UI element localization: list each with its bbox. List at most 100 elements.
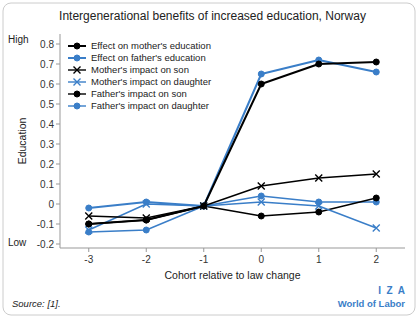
- annotation: Source: [1].: [12, 298, 61, 309]
- y-tick-label: 0.8: [40, 39, 54, 50]
- x-tick-label: -3: [84, 254, 93, 265]
- y-tick: [56, 124, 60, 125]
- y-axis-line: [60, 34, 61, 248]
- x-tick: [203, 248, 204, 252]
- x-tick-label: -2: [142, 254, 151, 265]
- point: [85, 213, 92, 220]
- point: [258, 213, 264, 219]
- annotation: Low: [8, 237, 27, 248]
- point: [315, 203, 322, 210]
- x-tick: [318, 248, 319, 252]
- point: [143, 199, 149, 205]
- annotation: I Z A: [378, 285, 405, 296]
- y-tick-label: 0: [48, 199, 54, 210]
- y-tick: [56, 44, 60, 45]
- legend-label: Father's impact on daughter: [91, 100, 209, 111]
- y-tick-label: 0.3: [40, 139, 54, 150]
- series: [86, 57, 380, 211]
- x-tick: [376, 248, 377, 252]
- point: [315, 175, 322, 182]
- legend: Effect on mother's educationEffect on fa…: [68, 40, 211, 111]
- legend-marker: [74, 91, 80, 97]
- point: [143, 217, 149, 223]
- point: [200, 203, 207, 210]
- x-tick-label: 2: [373, 254, 379, 265]
- series: [86, 193, 380, 235]
- annotation: World of Labor: [338, 298, 406, 309]
- x-tick-label: 0: [258, 254, 264, 265]
- y-axis-label: Education: [16, 117, 28, 164]
- x-axis-label: Cohort relative to law change: [165, 269, 301, 281]
- y-tick-label: 0.2: [40, 159, 54, 170]
- y-tick-label: 0.6: [40, 79, 54, 90]
- series-line: [89, 62, 377, 224]
- y-tick-label: 0.4: [40, 119, 54, 130]
- y-tick-label: 0.7: [40, 59, 54, 70]
- legend-label: Father's impact on son: [91, 88, 187, 99]
- point: [373, 69, 379, 75]
- axes: -0.2 -0.1 0 0.1 0.2 0.3 0.4 0.5 0.6 0.7 0.8 -3 -2 -1 0…: [37, 34, 405, 265]
- point: [373, 225, 380, 232]
- title: Intergenerational benefits of increased …: [59, 9, 366, 23]
- point: [258, 183, 265, 190]
- series-line: [89, 202, 377, 230]
- point: [373, 171, 380, 178]
- y-tick: [56, 144, 60, 145]
- series-line: [89, 196, 377, 232]
- y-tick: [56, 204, 60, 205]
- x-tick-label: -1: [199, 254, 208, 265]
- x-axis-line: [60, 248, 405, 249]
- point: [200, 203, 207, 210]
- y-tick-label: -0.2: [37, 239, 55, 250]
- legend-marker: [74, 103, 80, 109]
- chart: Intergenerational benefits of increased …: [0, 0, 418, 318]
- x-tick: [88, 248, 89, 252]
- x-tick: [261, 248, 262, 252]
- legend-marker: [74, 79, 81, 86]
- point: [258, 193, 264, 199]
- series: [85, 171, 380, 222]
- series: [86, 59, 380, 227]
- point: [143, 227, 149, 233]
- y-tick: [56, 184, 60, 185]
- y-tick: [56, 104, 60, 105]
- point: [201, 203, 207, 209]
- point: [86, 221, 92, 227]
- legend-label: Effect on father's education: [91, 52, 206, 63]
- y-tick-label: 0.1: [40, 179, 54, 190]
- x-tick: [146, 248, 147, 252]
- point: [85, 227, 92, 234]
- annotation: High: [8, 34, 29, 45]
- y-tick: [56, 244, 60, 245]
- y-tick: [56, 164, 60, 165]
- legend-label: Effect on mother's education: [91, 40, 211, 51]
- legend-marker: [74, 55, 80, 61]
- point: [86, 205, 92, 211]
- y-tick: [56, 224, 60, 225]
- series-line: [89, 174, 377, 218]
- point: [86, 221, 92, 227]
- y-tick: [56, 64, 60, 65]
- point: [373, 59, 379, 65]
- point: [201, 203, 207, 209]
- point: [316, 209, 322, 215]
- point: [258, 81, 264, 87]
- point: [201, 203, 207, 209]
- x-tick-label: 1: [316, 254, 322, 265]
- point: [373, 195, 379, 201]
- y-tick-label: -0.1: [37, 219, 55, 230]
- series-line: [89, 60, 377, 208]
- point: [143, 217, 149, 223]
- point: [316, 61, 322, 67]
- y-tick: [56, 84, 60, 85]
- point: [258, 71, 264, 77]
- legend-marker: [74, 67, 81, 74]
- legend-marker: [74, 43, 80, 49]
- point: [258, 199, 265, 206]
- point: [201, 203, 207, 209]
- plot-area: [85, 57, 380, 235]
- border: [3, 3, 415, 315]
- y-tick-label: 0.5: [40, 99, 54, 110]
- legend-label: Mother's impact on son: [91, 64, 189, 75]
- legend-label: Mother's impact on daughter: [91, 76, 211, 87]
